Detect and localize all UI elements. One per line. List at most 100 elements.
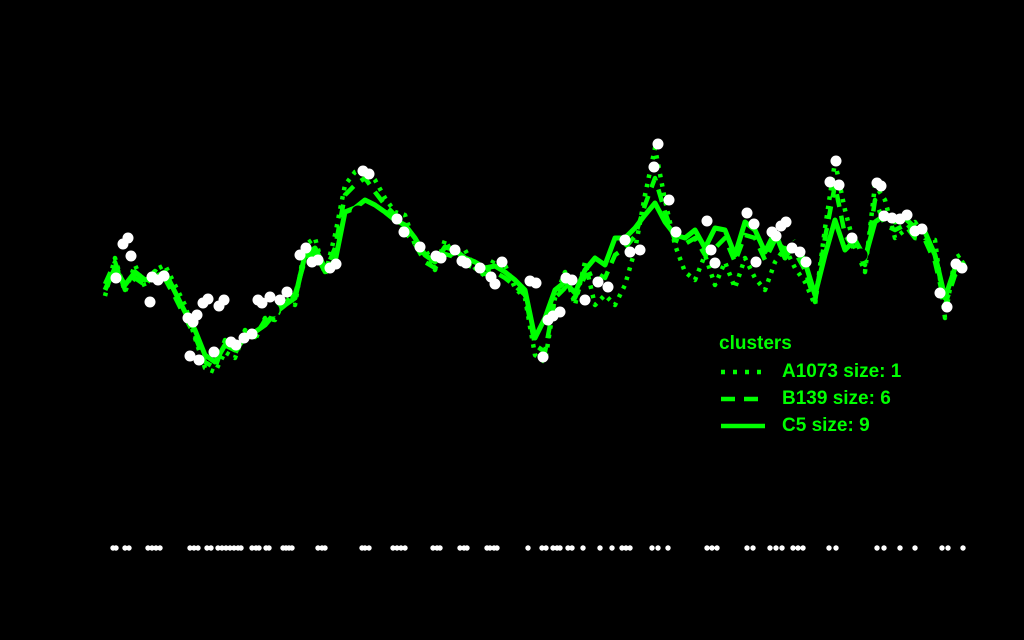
rug-tick-dot xyxy=(543,545,549,551)
data-point-marker xyxy=(619,234,631,246)
data-point-marker xyxy=(191,309,203,321)
dotted-line-swatch xyxy=(721,369,765,374)
rug-tick-dot xyxy=(366,545,372,551)
data-point-marker xyxy=(800,256,812,268)
data-point-marker xyxy=(794,246,806,258)
rug-tick-dot xyxy=(744,545,750,551)
data-point-marker xyxy=(579,294,591,306)
data-point-marker xyxy=(701,215,713,227)
rug-tick-dot xyxy=(939,545,945,551)
rug-tick-dot xyxy=(430,545,436,551)
data-point-marker xyxy=(624,246,636,258)
rug-tick-dot xyxy=(619,545,625,551)
data-point-marker xyxy=(230,339,242,351)
data-point-marker xyxy=(846,232,858,244)
rug-tick-dot xyxy=(362,545,368,551)
rug-tick-dot xyxy=(238,545,244,551)
occluded-point-marker xyxy=(266,303,280,317)
data-point-marker xyxy=(770,230,782,242)
data-point-marker xyxy=(144,296,156,308)
data-point-marker xyxy=(824,176,836,188)
rug-tick-dot xyxy=(912,545,918,551)
data-point-marker xyxy=(256,297,268,309)
data-point-marker xyxy=(281,286,293,298)
rug-tick-dot xyxy=(779,545,785,551)
rug-tick-dot xyxy=(256,545,262,551)
data-point-marker xyxy=(414,241,426,253)
data-point-marker xyxy=(246,328,258,340)
rug-tick-dot xyxy=(833,545,839,551)
rug-tick-dot xyxy=(249,545,255,551)
rug-tick-dot xyxy=(204,545,210,551)
dashed-line-swatch xyxy=(721,396,765,401)
legend-item-label-a1073: A1073 size: 1 xyxy=(782,360,902,382)
data-point-marker xyxy=(496,256,508,268)
data-point-marker xyxy=(830,155,842,167)
data-point-marker xyxy=(634,244,646,256)
data-point-marker xyxy=(530,277,542,289)
data-point-marker xyxy=(652,138,664,150)
data-point-marker xyxy=(709,257,721,269)
rug-tick-dot xyxy=(464,545,470,551)
rug-tick-dot xyxy=(457,545,463,551)
data-point-marker xyxy=(110,272,122,284)
data-point-marker xyxy=(193,354,205,366)
rug-tick-dot xyxy=(709,545,715,551)
data-point-marker xyxy=(554,306,566,318)
data-point-marker xyxy=(941,301,953,313)
rug-tick-dot xyxy=(394,545,400,551)
rug-tick-dot xyxy=(157,545,163,551)
legend-item-b139: B139 size: 6 xyxy=(719,388,901,409)
data-point-marker xyxy=(218,294,230,306)
rug-tick-dot xyxy=(195,545,201,551)
rug-tick-dot xyxy=(187,545,193,551)
rug-tick-dot xyxy=(665,545,671,551)
data-point-marker xyxy=(833,179,845,191)
data-point-marker xyxy=(901,209,913,221)
rug-tick-dot xyxy=(826,545,832,551)
rug-tick-dot xyxy=(191,545,197,551)
data-point-marker xyxy=(202,293,214,305)
data-point-marker xyxy=(875,180,887,192)
data-point-marker xyxy=(460,257,472,269)
data-point-marker xyxy=(208,346,220,358)
rug-tick-dot xyxy=(437,545,443,551)
data-point-marker xyxy=(741,207,753,219)
rug-tick-dot xyxy=(773,545,779,551)
data-point-marker xyxy=(398,226,410,238)
rug-tick-dot xyxy=(897,545,903,551)
data-point-marker xyxy=(300,242,312,254)
legend-item-c5: C5 size: 9 xyxy=(719,415,901,436)
data-point-marker xyxy=(748,218,760,230)
rug-tick-dot xyxy=(800,545,806,551)
rug-tick-dot xyxy=(227,545,233,551)
rug-tick-dot xyxy=(623,545,629,551)
data-point-marker xyxy=(537,351,549,363)
rug-tick-dot xyxy=(714,545,720,551)
data-point-marker xyxy=(435,252,447,264)
data-point-marker xyxy=(158,270,170,282)
rug-tick-dot xyxy=(655,545,661,551)
rug-tick-dot xyxy=(390,545,396,551)
data-point-marker xyxy=(750,256,762,268)
rug-tick-dot xyxy=(539,545,545,551)
rug-tick-dot xyxy=(402,545,408,551)
rug-tick-dot xyxy=(569,545,575,551)
rug-tick-dot xyxy=(597,545,603,551)
rug-tick-dot xyxy=(881,545,887,551)
data-point-marker xyxy=(916,223,928,235)
data-point-marker xyxy=(934,287,946,299)
legend: clusters A1073 size: 1 B139 size: 6 C5 s… xyxy=(719,333,901,443)
rug-tick-dot xyxy=(945,545,951,551)
rug-tick-dot xyxy=(487,545,493,551)
data-point-marker xyxy=(886,212,898,224)
data-point-marker xyxy=(663,194,675,206)
data-point-marker xyxy=(122,232,134,244)
rug-tick-dot xyxy=(266,545,272,551)
rug-tick-dot xyxy=(550,545,556,551)
rug-tick-dot xyxy=(215,545,221,551)
rug-tick-dot xyxy=(627,545,633,551)
rug-tick-dot xyxy=(790,545,796,551)
rug-tick-dot xyxy=(315,545,321,551)
data-point-marker xyxy=(264,291,276,303)
